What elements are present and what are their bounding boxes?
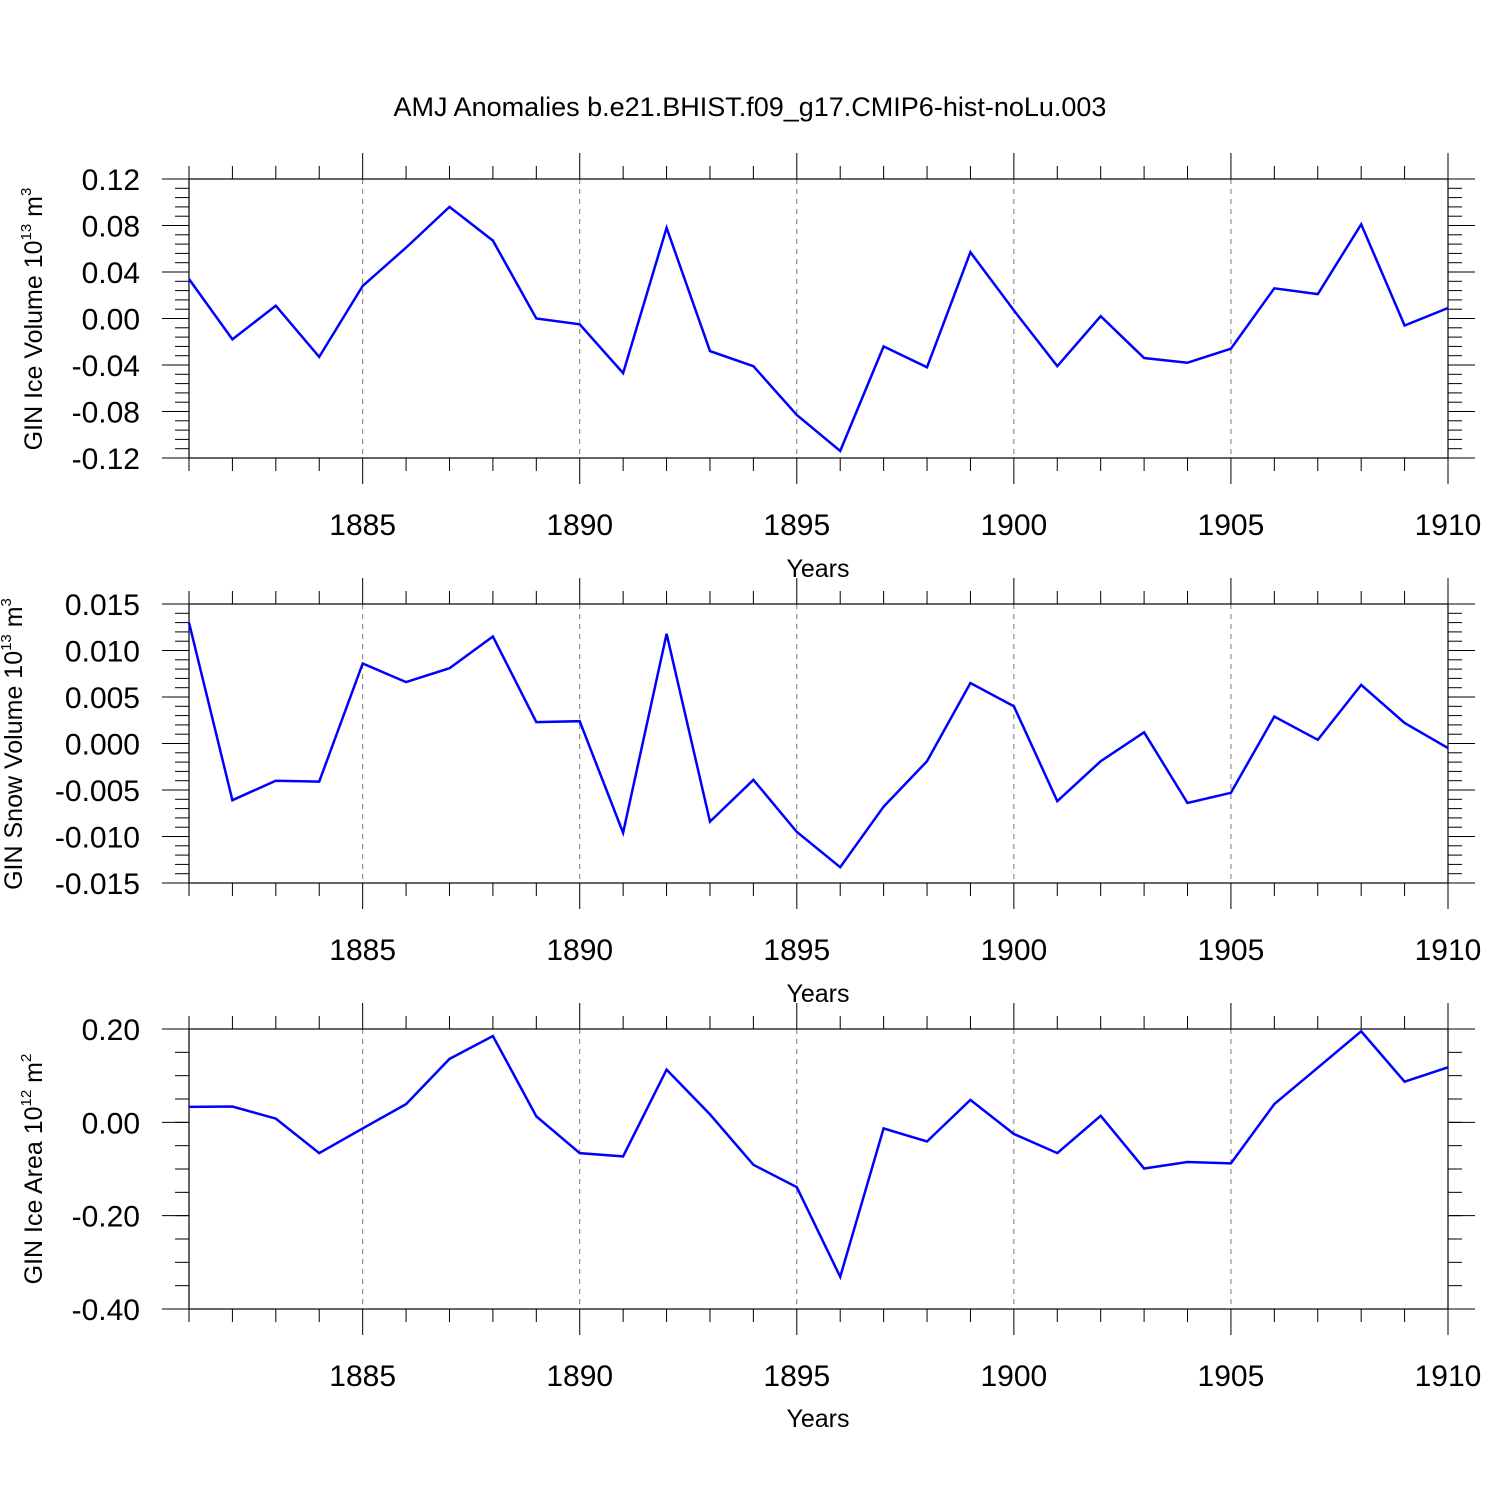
snow-volume-xtick-label: 1895 [763, 934, 830, 967]
ice-volume-ytick-label: -0.12 [72, 443, 140, 476]
snow-volume-ytick-label: 0.015 [65, 589, 140, 622]
ice-volume-ytick-label: 0.12 [82, 164, 140, 197]
ice-area-xtick-label: 1890 [546, 1360, 613, 1393]
ice-volume-xtick-label: 1900 [980, 509, 1047, 542]
snow-volume-xtick-label: 1910 [1415, 934, 1482, 967]
ice-volume-xlabel: Years [786, 555, 849, 583]
ice-area-axes: -0.40 -0.20 0.00 0.20 1885 1890 1895 1900 1905 19… [72, 1003, 1482, 1393]
ice-volume-series-line [187, 205, 1449, 454]
ice-volume-ytick-label: 0.00 [82, 304, 140, 337]
panel-ice-volume: -0.12 -0.08 -0.04 0.00 0.04 0.08 0.12 1885 1890 1… [18, 153, 1481, 583]
ice-area-xlabel: Years [786, 1405, 849, 1433]
snow-volume-ylabel: GIN Snow Volume 1013 m3 [0, 598, 28, 890]
panel-ice-area: -0.40 -0.20 0.00 0.20 1885 1890 1895 1900 1905 19… [18, 1003, 1481, 1433]
ice-area-xtick-label: 1885 [329, 1360, 396, 1393]
ice-area-xtick-label: 1895 [763, 1360, 830, 1393]
ice-volume-xtick-label: 1885 [329, 509, 396, 542]
snow-volume-xtick-label: 1885 [329, 934, 396, 967]
ice-volume-xtick-label: 1910 [1415, 509, 1482, 542]
snow-volume-ytick-label: -0.015 [55, 868, 140, 901]
ice-area-series-line [188, 1029, 1449, 1281]
snow-volume-xtick-label: 1890 [546, 934, 613, 967]
snow-volume-ytick-label: -0.005 [55, 775, 140, 808]
snow-volume-axes: -0.015 -0.010 -0.005 0.000 0.005 0.010 0.015 18… [55, 578, 1481, 967]
ice-volume-ytick-label: -0.08 [72, 397, 140, 430]
ice-area-xtick-label: 1905 [1198, 1360, 1265, 1393]
snow-volume-ytick-label: -0.010 [55, 822, 140, 855]
snow-volume-xlabel: Years [786, 980, 849, 1008]
ice-area-ytick-label: -0.20 [72, 1201, 140, 1234]
ice-volume-ytick-label: -0.04 [72, 350, 140, 383]
ice-volume-xtick-label: 1905 [1198, 509, 1265, 542]
ice-volume-ytick-label: 0.04 [82, 257, 140, 290]
ice-area-ytick-label: 0.20 [82, 1014, 140, 1047]
ice-area-ylabel: GIN Ice Area 1012 m2 [18, 1054, 48, 1285]
ice-volume-ytick-label: 0.08 [82, 211, 140, 244]
ice-volume-axes: -0.12 -0.08 -0.04 0.00 0.04 0.08 0.12 1885 1890 1… [72, 153, 1482, 542]
panel-snow-volume: -0.015 -0.010 -0.005 0.000 0.005 0.010 0.015 18… [0, 578, 1481, 1008]
snow-volume-xtick-label: 1900 [980, 934, 1047, 967]
chart-title: AMJ Anomalies b.e21.BHIST.f09_g17.CMIP6-… [394, 92, 1107, 122]
snow-volume-ytick-label: 0.000 [65, 729, 140, 762]
snow-volume-ytick-label: 0.010 [65, 636, 140, 669]
ice-volume-xtick-label: 1895 [763, 509, 830, 542]
snow-volume-ytick-label: 0.005 [65, 682, 140, 715]
ice-area-ytick-label: -0.40 [72, 1294, 140, 1327]
ice-area-ytick-label: 0.00 [82, 1107, 140, 1140]
ice-area-xtick-label: 1900 [980, 1360, 1047, 1393]
ice-volume-ylabel: GIN Ice Volume 1013 m3 [18, 188, 48, 451]
snow-volume-xtick-label: 1905 [1198, 934, 1265, 967]
snow-volume-series-line [187, 622, 1449, 870]
ice-volume-xtick-label: 1890 [546, 509, 613, 542]
ice-area-xtick-label: 1910 [1415, 1360, 1482, 1393]
